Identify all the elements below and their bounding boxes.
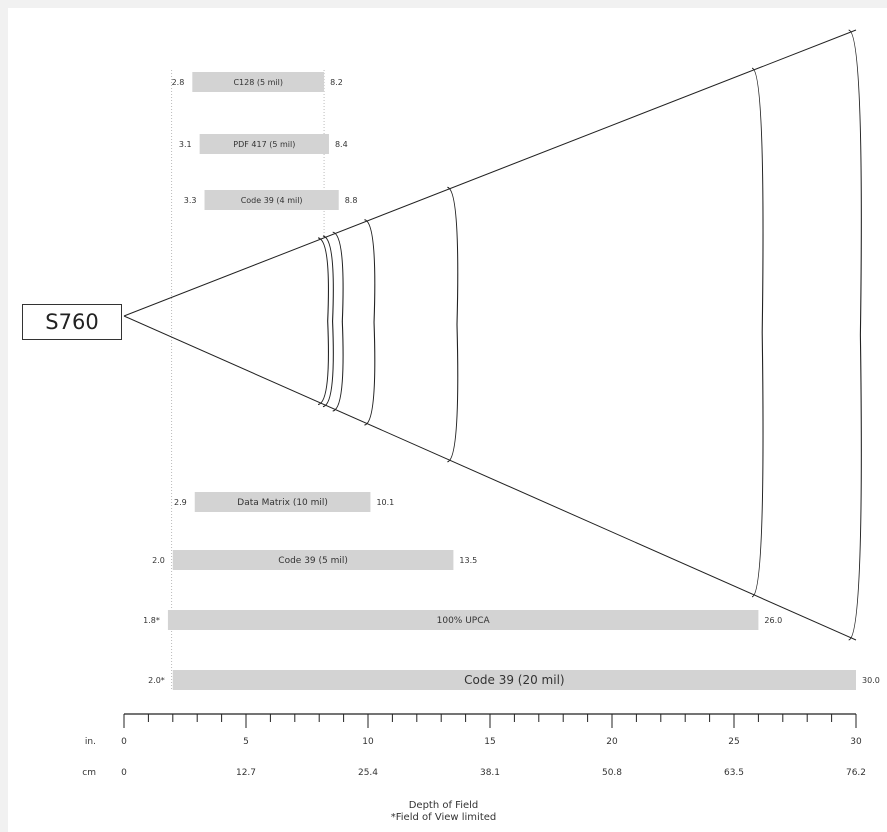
lower-bar-0	[194, 492, 371, 512]
upper-bar-label-1: PDF 417 (5 mil)	[233, 140, 295, 149]
x-tick-label-in-1: 5	[243, 737, 249, 747]
x-tick-label-in-2: 10	[362, 737, 374, 747]
upper-bar-end-1: 8.4	[335, 140, 348, 149]
lower-bar-label-2: 100% UPCA	[437, 616, 491, 626]
lower-bar-1	[172, 550, 454, 570]
cone-top-edge	[123, 29, 857, 317]
range-arc-2	[332, 231, 344, 412]
upper-bar-1	[199, 134, 329, 154]
x-tick-label-cm-3: 38.1	[480, 768, 500, 778]
range-arc-1	[322, 235, 334, 408]
x-tick-label-in-3: 15	[484, 737, 495, 747]
lower-bar-end-0: 10.1	[376, 498, 394, 507]
lower-bar-label-1: Code 39 (5 mil)	[278, 556, 348, 566]
chart-panel	[8, 8, 887, 832]
lower-bar-end-3: 30.0	[862, 676, 880, 685]
lower-bar-start-2: 1.8*	[143, 616, 160, 625]
upper-bar-label-2: Code 39 (4 mil)	[241, 196, 303, 205]
lower-bar-2	[167, 610, 759, 630]
x-tick-label-cm-5: 63.5	[724, 768, 744, 778]
upper-bar-2	[204, 190, 339, 210]
upper-bar-label-0: C128 (5 mil)	[233, 78, 283, 87]
range-arc-0	[317, 237, 329, 406]
footnote-title: Depth of Field	[408, 800, 479, 811]
x-tick-label-in-6: 30	[850, 737, 862, 747]
x-unit-cm: cm	[82, 768, 96, 778]
x-tick-label-cm-4: 50.8	[602, 768, 622, 778]
cone-bottom-edge	[123, 315, 857, 641]
x-tick-label-cm-0: 0	[121, 768, 127, 778]
upper-bar-start-1: 3.1	[179, 140, 192, 149]
lower-bar-end-1: 13.5	[459, 556, 477, 565]
x-tick-label-cm-2: 25.4	[358, 768, 378, 778]
range-arc-6	[848, 29, 862, 641]
x-tick-label-cm-6: 76.2	[846, 768, 866, 778]
range-arc-4	[447, 186, 459, 463]
x-unit-in: in.	[85, 737, 96, 747]
chart-footnotes: Depth of Field *Field of View limited	[0, 800, 887, 824]
x-tick-label-in-5: 25	[728, 737, 739, 747]
lower-bar-end-2: 26.0	[764, 616, 782, 625]
footnote-fov-note: *Field of View limited	[390, 812, 497, 823]
lower-bar-3	[172, 670, 857, 690]
upper-bar-0	[192, 72, 325, 92]
lower-bar-start-3: 2.0*	[148, 676, 165, 685]
upper-bar-end-2: 8.8	[345, 196, 358, 205]
x-tick-label-in-0: 0	[121, 737, 127, 747]
range-arc-3	[364, 219, 376, 426]
upper-bar-start-0: 2.8	[172, 78, 185, 87]
upper-bar-end-0: 8.2	[330, 78, 343, 87]
lower-bar-label-0: Data Matrix (10 mil)	[237, 498, 328, 508]
upper-bar-start-2: 3.3	[184, 196, 197, 205]
lower-bar-start-0: 2.9	[174, 498, 187, 507]
x-tick-label-in-4: 20	[606, 737, 618, 747]
lower-bar-start-1: 2.0	[152, 556, 165, 565]
lower-bar-label-3: Code 39 (20 mil)	[464, 673, 564, 687]
range-arc-5	[751, 67, 764, 598]
x-tick-label-cm-1: 12.7	[236, 768, 256, 778]
scanner-model-label: S760	[22, 304, 122, 340]
